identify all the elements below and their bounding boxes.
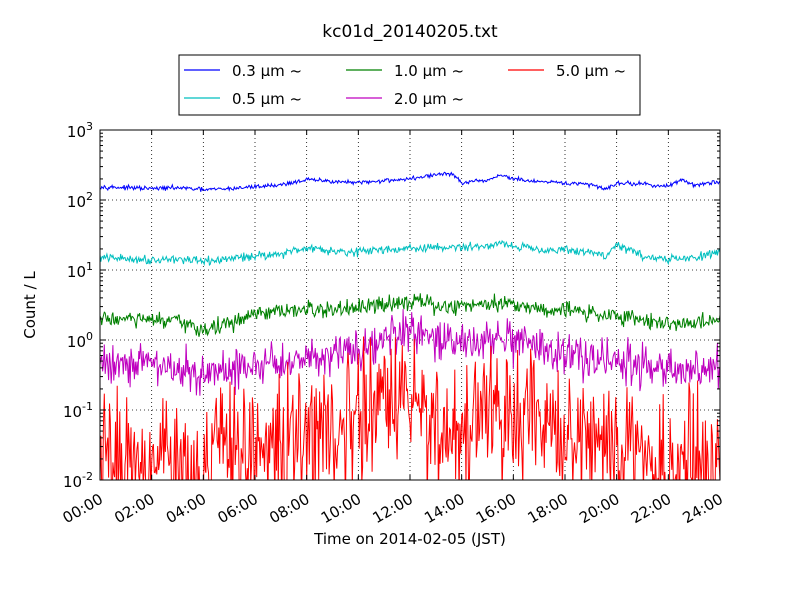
series-line xyxy=(100,309,720,396)
series-line xyxy=(100,336,720,480)
x-axis-label: Time on 2014-02-05 (JST) xyxy=(313,530,506,548)
y-tick-label: 10-2 xyxy=(63,470,93,491)
legend: 0.3 μm ~ 1.0 μm ~ 5.0 μm ~ 0.5 μm ~ 2.0 μm ~ xyxy=(178,54,641,116)
y-axis-label: Count / L xyxy=(21,271,39,339)
y-tick-label: 100 xyxy=(67,330,93,351)
y-tick-label: 101 xyxy=(67,260,93,281)
legend-label: 1.0 μm ~ xyxy=(394,62,464,80)
y-tick-label: 102 xyxy=(67,190,93,211)
legend-label: 2.0 μm ~ xyxy=(394,90,464,108)
series-line xyxy=(100,171,720,192)
legend-label: 0.3 μm ~ xyxy=(232,62,302,80)
legend-label: 5.0 μm ~ xyxy=(556,62,626,80)
ticks xyxy=(99,129,721,481)
grid xyxy=(100,130,720,480)
y-tick-label: 10-1 xyxy=(63,400,93,421)
series-line xyxy=(100,239,720,267)
y-tick-label: 103 xyxy=(67,120,93,141)
legend-box xyxy=(178,54,641,116)
chart-title: kc01d_20140205.txt xyxy=(322,22,498,42)
legend-label: 0.5 μm ~ xyxy=(232,90,302,108)
series-layer xyxy=(100,171,720,480)
series-line xyxy=(100,293,720,337)
y-tick-labels: 10-2 10-1 100 101 102 103 xyxy=(63,120,93,491)
